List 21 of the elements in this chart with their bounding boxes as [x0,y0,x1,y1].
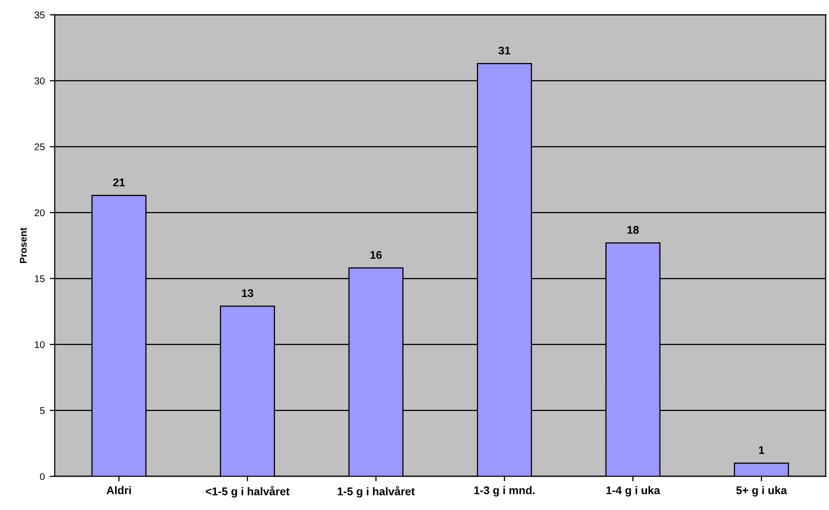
data-label: 16 [370,250,382,259]
y-tick-label: 25 [34,143,45,150]
y-tick-label: 10 [34,341,45,348]
data-label: 13 [242,289,254,298]
y-tick-label: 35 [34,12,45,18]
y-axis-title: Prosent [20,228,27,264]
x-tick-label: 5+ g i uka [736,486,787,496]
y-tick-label: 20 [34,209,45,216]
y-tick-label: 15 [34,275,45,282]
y-tick-label: 5 [40,407,45,414]
data-label: 31 [498,46,510,54]
x-tick-label: 1-4 g i uka [606,486,660,496]
data-label: 18 [627,226,639,234]
x-tick-label: <1-5 g i halvåret [206,486,290,498]
y-tick-label: 30 [34,77,45,84]
y-tick-label: 0 [40,473,45,480]
x-tick-label: 1-3 g i mnd. [474,486,535,496]
data-label: 1 [759,446,764,454]
data-label: 21 [113,178,125,186]
x-tick-label: 1-5 g i halvåret [338,486,415,498]
x-tick-label: Aldri [106,486,131,494]
